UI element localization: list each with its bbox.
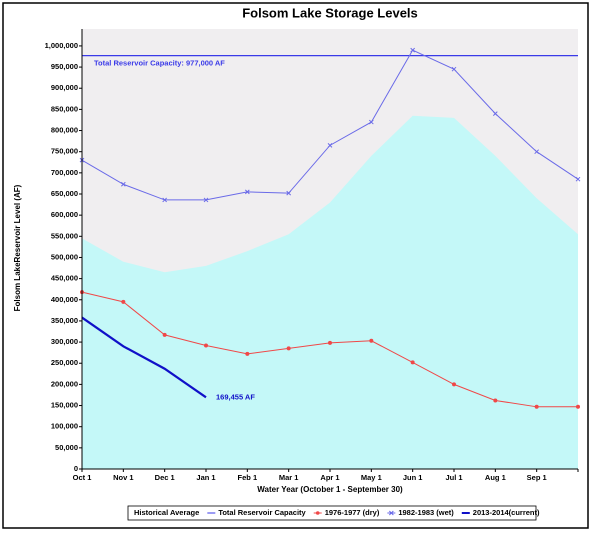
- marker: [204, 343, 208, 348]
- marker: [245, 351, 250, 356]
- marker: [451, 66, 457, 72]
- frame: [2, 2, 589, 529]
- marker: [492, 111, 498, 116]
- y-tick-label: 100,000: [51, 422, 78, 431]
- y-tick-label: 800,000: [51, 126, 78, 135]
- x-tick-label: Mar 1: [279, 473, 299, 482]
- area: [82, 115, 578, 469]
- marker: [162, 197, 168, 203]
- y-tick-label: 650,000: [51, 189, 78, 198]
- marker: [452, 382, 456, 387]
- marker: [121, 299, 126, 304]
- y-axis-label: Folsom LakeReservoir Level (AF): [13, 184, 22, 311]
- x-tick-label: Dec 1: [155, 473, 175, 482]
- marker: [369, 338, 374, 343]
- marker: [120, 181, 126, 187]
- y-tick-label: 350,000: [51, 316, 78, 325]
- marker: [534, 404, 539, 409]
- y-tick-label: 1,000,000: [45, 41, 78, 50]
- marker: [244, 189, 250, 195]
- marker: [327, 142, 333, 148]
- x-tick-label: Jan 1: [196, 473, 215, 482]
- marker: [493, 398, 498, 403]
- legend-label: 2013-2014(current): [473, 508, 540, 517]
- y-tick-label: 900,000: [51, 83, 78, 92]
- y-tick-label: 150,000: [51, 401, 78, 410]
- x-tick-label: Nov 1: [113, 473, 133, 482]
- y-tick-label: 200,000: [51, 379, 78, 388]
- y-tick-label: 0: [74, 464, 78, 473]
- marker: [368, 119, 374, 125]
- y-tick-label: 400,000: [51, 295, 78, 304]
- marker: [410, 47, 416, 53]
- marker: [575, 176, 581, 182]
- thick-line: [81, 316, 207, 399]
- data-label: 169,455 AF: [216, 392, 255, 401]
- marker: [162, 332, 167, 337]
- y-tick-label: 450,000: [51, 274, 78, 283]
- y-tick-label: 600,000: [51, 210, 78, 219]
- legend-label: 1982-1983 (wet): [398, 508, 454, 517]
- marker: [286, 346, 291, 351]
- legend-label: Total Reservoir Capacity: [218, 508, 306, 517]
- x-tick-label: Sep 1: [527, 473, 547, 482]
- marker: [576, 404, 580, 409]
- legend-label: Historical Average: [134, 508, 199, 517]
- x-tick-label: Apr 1: [320, 473, 339, 482]
- x-tick-label: Jun 1: [403, 473, 423, 482]
- legend-marker: [315, 511, 320, 515]
- marker: [410, 360, 415, 365]
- y-tick-label: 750,000: [51, 147, 78, 156]
- legend-box: [127, 505, 537, 521]
- y-tick-label: 950,000: [51, 62, 78, 71]
- x-tick-label: Jul 1: [445, 473, 462, 482]
- x-axis-label: Water Year (October 1 - September 30): [257, 485, 403, 494]
- y-tick-label: 700,000: [51, 168, 78, 177]
- x-tick-label: Feb 1: [238, 473, 258, 482]
- y-tick-label: 550,000: [51, 231, 78, 240]
- y-tick-label: 850,000: [51, 104, 78, 113]
- y-tick-label: 250,000: [51, 358, 78, 367]
- y-tick-label: 300,000: [51, 337, 78, 346]
- x-tick-label: Oct 1: [73, 473, 92, 482]
- x-tick-label: May 1: [361, 473, 382, 482]
- chart-title: Folsom Lake Storage Levels: [242, 5, 418, 20]
- x-tick-label: Aug 1: [485, 473, 506, 482]
- y-tick-label: 500,000: [51, 252, 78, 261]
- marker: [328, 340, 332, 345]
- marker: [534, 149, 540, 155]
- legend-label: 1976-1977 (dry): [325, 508, 380, 517]
- legend-marker: [388, 510, 394, 516]
- marker: [203, 197, 209, 203]
- annotation: Total Reservoir Capacity: 977,000 AF: [94, 59, 225, 68]
- y-tick-label: 50,000: [55, 443, 78, 452]
- marker: [286, 190, 292, 196]
